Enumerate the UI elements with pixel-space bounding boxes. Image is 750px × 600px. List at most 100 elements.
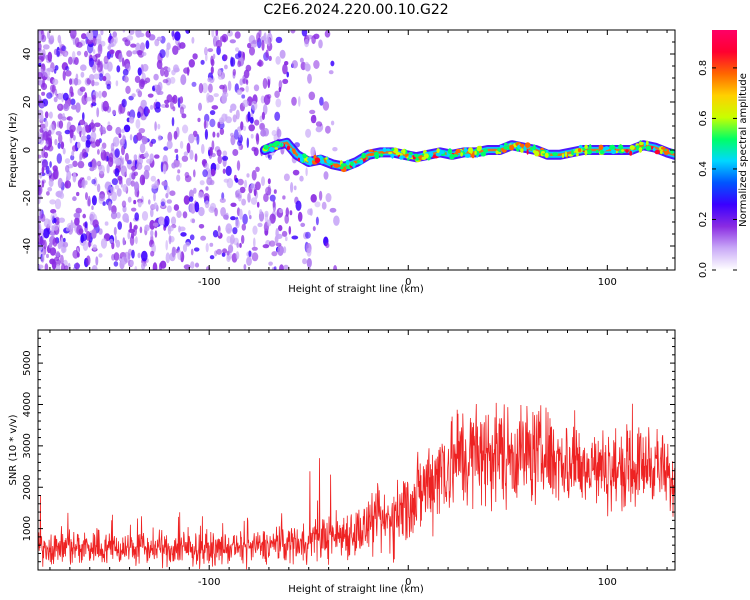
noise-blob xyxy=(46,92,53,99)
noise-blob xyxy=(277,245,284,256)
signal-blob xyxy=(388,151,393,155)
signal-blob xyxy=(447,148,453,154)
noise-blob xyxy=(96,160,102,167)
noise-blob xyxy=(230,237,233,247)
noise-blob xyxy=(200,59,205,65)
noise-blob xyxy=(251,100,258,111)
noise-blob xyxy=(137,201,142,208)
noise-blob xyxy=(332,147,338,152)
colorbar-tick-label: 0.2 xyxy=(698,212,709,228)
noise-blob xyxy=(39,102,45,108)
signal-blob xyxy=(268,147,275,152)
noise-blob xyxy=(60,237,63,248)
noise-blob xyxy=(98,73,104,82)
noise-blob xyxy=(312,226,316,232)
noise-blob xyxy=(263,193,269,203)
signal-blob xyxy=(292,148,296,155)
signal-blob xyxy=(392,147,399,154)
noise-blob xyxy=(64,158,71,164)
noise-blob xyxy=(43,131,49,141)
noise-blob xyxy=(80,135,88,142)
noise-blob xyxy=(70,154,75,161)
signal-blob xyxy=(598,144,604,150)
noise-blob xyxy=(114,168,120,177)
noise-blob xyxy=(147,93,154,98)
signal-blob xyxy=(565,151,567,157)
noise-blob xyxy=(59,192,65,200)
noise-blob xyxy=(114,235,118,244)
noise-blob xyxy=(225,116,232,124)
noise-blob xyxy=(304,63,311,72)
noise-blob xyxy=(223,214,229,220)
noise-blob xyxy=(225,223,233,234)
noise-blob xyxy=(41,91,46,96)
noise-blob xyxy=(44,120,49,128)
noise-blob xyxy=(219,198,226,203)
noise-blob xyxy=(84,50,88,58)
noise-blob xyxy=(150,175,156,182)
noise-blob xyxy=(242,213,248,225)
noise-blob xyxy=(315,216,319,226)
noise-blob xyxy=(162,163,167,175)
signal-blob xyxy=(467,147,474,154)
noise-blob xyxy=(186,142,191,154)
noise-blob xyxy=(236,160,241,171)
noise-blob xyxy=(267,78,271,89)
noise-blob xyxy=(251,170,257,181)
noise-blob xyxy=(95,256,99,266)
noise-blob xyxy=(62,237,66,243)
noise-blob xyxy=(307,73,312,84)
noise-blob xyxy=(149,153,154,162)
noise-blob xyxy=(282,195,286,200)
noise-blob xyxy=(135,88,141,94)
noise-blob xyxy=(38,244,43,251)
noise-blob xyxy=(48,179,54,187)
noise-blob xyxy=(97,43,103,55)
noise-blob xyxy=(130,180,135,187)
noise-blob xyxy=(276,233,283,239)
noise-blob xyxy=(148,199,151,205)
noise-blob xyxy=(49,84,57,92)
signal-blob xyxy=(659,150,663,155)
signal-blob xyxy=(471,152,475,159)
noise-blob xyxy=(276,128,282,138)
noise-blob xyxy=(207,77,213,83)
noise-blob xyxy=(226,255,231,262)
noise-blob xyxy=(166,140,173,149)
noise-blob xyxy=(333,215,340,226)
noise-blob xyxy=(121,98,127,108)
noise-blob xyxy=(47,51,53,62)
noise-blob xyxy=(262,78,268,89)
noise-blob xyxy=(153,192,156,202)
noise-blob xyxy=(171,246,176,258)
noise-blob xyxy=(49,199,56,205)
noise-blob xyxy=(268,55,272,62)
noise-blob xyxy=(310,194,317,203)
noise-blob xyxy=(39,123,46,129)
noise-blob xyxy=(237,60,242,68)
noise-blob xyxy=(222,248,228,254)
noise-blob xyxy=(61,116,67,121)
noise-blob xyxy=(236,242,239,248)
noise-blob xyxy=(235,177,239,183)
noise-blob xyxy=(242,78,248,84)
noise-blob xyxy=(122,134,126,145)
noise-blob xyxy=(192,130,198,137)
noise-blob xyxy=(91,94,97,104)
signal-blob xyxy=(386,148,391,152)
noise-blob xyxy=(98,194,106,202)
noise-blob xyxy=(305,167,308,177)
noise-blob xyxy=(248,250,252,257)
noise-blob xyxy=(193,169,196,178)
noise-blob xyxy=(77,141,81,149)
noise-blob xyxy=(249,46,255,56)
noise-blob xyxy=(246,137,249,149)
noise-blob xyxy=(64,180,72,189)
noise-blob xyxy=(79,86,86,92)
noise-blob xyxy=(252,225,258,235)
noise-blob xyxy=(130,232,135,239)
noise-blob xyxy=(201,82,208,94)
noise-blob xyxy=(89,122,95,129)
noise-blob xyxy=(230,56,234,67)
noise-blob xyxy=(88,74,95,81)
